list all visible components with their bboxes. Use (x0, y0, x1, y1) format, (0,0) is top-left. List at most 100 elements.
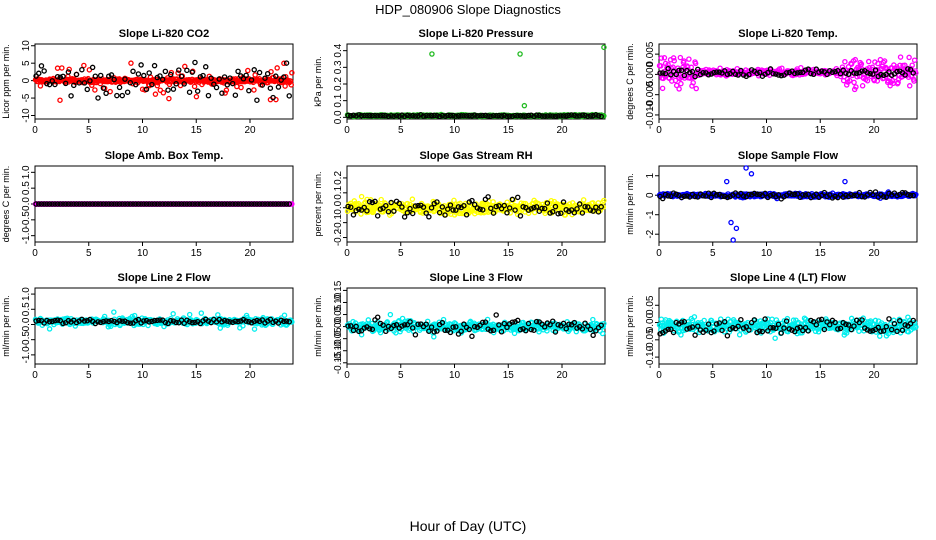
reference-point (713, 69, 720, 75)
reference-point (383, 328, 389, 335)
data-point (193, 93, 200, 100)
reference-point (657, 331, 663, 337)
reference-point (122, 76, 128, 82)
reference-point (173, 319, 179, 326)
reference-point (488, 113, 494, 119)
data-point (511, 330, 518, 337)
reference-point (345, 203, 351, 210)
data-point (459, 210, 465, 217)
reference-point (286, 319, 292, 325)
reference-point (89, 201, 96, 207)
reference-point (496, 112, 502, 119)
x-tick-label: 20 (244, 370, 256, 381)
reference-point (563, 112, 569, 119)
reference-point (816, 69, 822, 75)
reference-point (805, 66, 811, 72)
y-tick-label: -0.1 (333, 214, 344, 232)
reference-point (60, 201, 66, 207)
reference-point (899, 189, 906, 196)
reference-point (151, 62, 158, 69)
reference-point (461, 202, 467, 209)
reference-point (805, 328, 811, 334)
panel-title: Slope Gas Stream RH (419, 150, 532, 162)
reference-point (660, 70, 666, 76)
x-tick-label: 5 (86, 370, 92, 381)
reference-point (41, 201, 47, 207)
data-point (409, 196, 416, 202)
data-point (289, 70, 295, 76)
reference-point (254, 317, 260, 324)
reference-point (598, 113, 604, 120)
reference-point (256, 69, 263, 76)
reference-point (482, 319, 489, 325)
data-point (906, 54, 912, 61)
reference-point (154, 317, 161, 324)
data-point (897, 54, 904, 60)
y-tick-label: 0.05 (333, 304, 344, 324)
data-point (691, 314, 698, 320)
reference-point (711, 328, 717, 334)
reference-point (541, 113, 548, 119)
y-tick-label: 0.000 (645, 61, 656, 86)
reference-point (57, 317, 64, 324)
reference-point (853, 70, 860, 77)
reference-point (52, 81, 58, 88)
reference-point (393, 322, 400, 328)
data-point (865, 58, 872, 65)
reference-point (888, 326, 895, 333)
reference-point (181, 81, 187, 87)
reference-point (759, 328, 766, 335)
reference-point (539, 113, 545, 119)
reference-point (186, 318, 193, 325)
reference-point (391, 208, 397, 214)
reference-point (544, 200, 551, 206)
data-point (852, 56, 859, 63)
reference-point (262, 75, 268, 81)
reference-point (547, 210, 553, 216)
reference-point (229, 80, 236, 87)
reference-point (670, 329, 677, 336)
reference-point (585, 323, 591, 329)
reference-point (170, 86, 177, 92)
reference-point (345, 323, 351, 329)
reference-point (783, 318, 790, 324)
x-tick-label: 5 (398, 125, 404, 136)
reference-point (170, 201, 177, 207)
panel-title: Slope Li-820 CO2 (119, 28, 209, 40)
data-point-outlier (517, 51, 523, 57)
y-tick-label: 0.00 (645, 312, 656, 332)
data-point (677, 54, 684, 61)
reference-point (880, 328, 887, 334)
reference-point (471, 112, 478, 118)
reference-point (251, 67, 257, 73)
reference-point (870, 191, 876, 198)
reference-point (404, 210, 411, 216)
x-tick-label: 15 (503, 370, 515, 381)
reference-point (84, 201, 90, 207)
reference-point (356, 328, 362, 335)
reference-point (256, 201, 263, 207)
data-point (154, 82, 161, 89)
y-tick-label: 0.00 (333, 316, 344, 336)
reference-point (754, 191, 760, 198)
data-point (858, 61, 865, 67)
reference-point (880, 72, 887, 79)
reference-point (436, 113, 443, 120)
y-tick-label: -1 (645, 210, 656, 219)
reference-point (770, 325, 776, 331)
reference-point (270, 201, 276, 207)
reference-point (692, 332, 698, 338)
reference-point (541, 205, 548, 212)
reference-point (149, 201, 155, 207)
data-point (681, 58, 687, 64)
reference-point (62, 201, 69, 207)
reference-point (756, 191, 763, 198)
reference-point (673, 191, 679, 198)
data-point (867, 318, 874, 324)
reference-point (870, 327, 876, 334)
data-point (251, 87, 257, 93)
reference-point (835, 194, 841, 201)
reference-point (369, 112, 376, 119)
